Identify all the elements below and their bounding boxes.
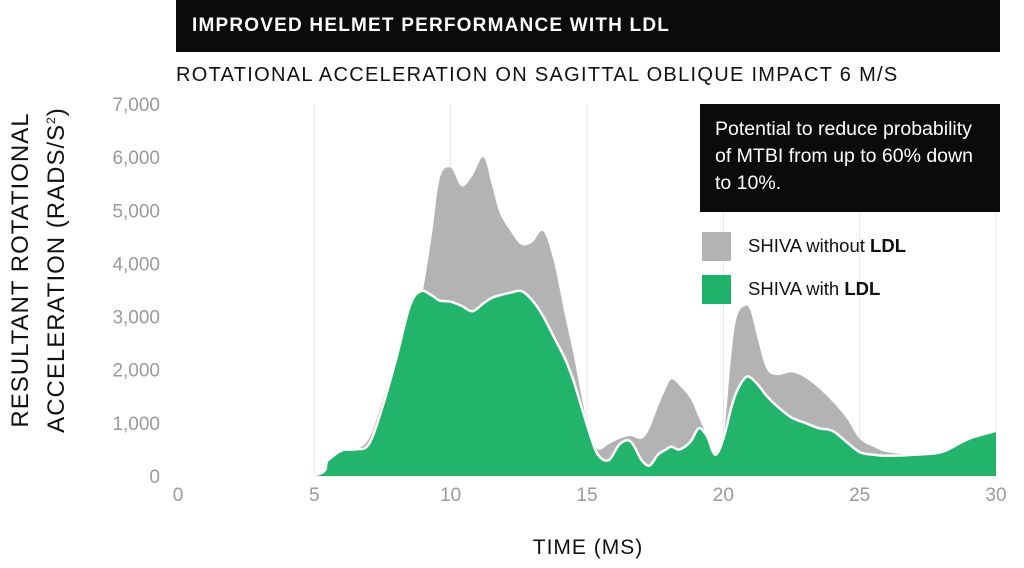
legend-swatch-without-ldl xyxy=(702,231,731,261)
x-tick-label: 30 xyxy=(985,485,1006,506)
legend: SHIVA without LDL SHIVA with LDL xyxy=(702,226,906,312)
legend-item-without-ldl: SHIVA without LDL xyxy=(702,226,906,266)
series-area-without-ldl xyxy=(178,157,996,476)
series-areas xyxy=(177,157,997,478)
x-tick-label: 15 xyxy=(576,485,597,506)
x-tick-label: 10 xyxy=(440,485,461,506)
chart-title: ROTATIONAL ACCELERATION ON SAGITTAL OBLI… xyxy=(176,64,899,86)
chart-banner: IMPROVED HELMET PERFORMANCE WITH LDL xyxy=(176,0,1000,52)
axis-ticks: 0 1,000 2,000 3,000 4,000 5,000 6,000 7,000 0 5 10… xyxy=(112,95,1006,506)
x-tick-label: 0 xyxy=(173,485,184,506)
y-tick-label: 5,000 xyxy=(112,201,160,222)
y-tick-label: 1,000 xyxy=(112,414,160,435)
legend-swatch-with-ldl xyxy=(702,274,731,304)
legend-label-bold: LDL xyxy=(870,235,906,256)
legend-label-prefix: SHIVA with xyxy=(748,278,845,299)
y-tick-label: 0 xyxy=(149,467,160,488)
x-tick-label: 25 xyxy=(849,485,870,506)
legend-label-without-ldl: SHIVA without LDL xyxy=(748,235,906,257)
series-line-with-ldl xyxy=(177,289,997,478)
callout-box: Potential to reduce probability of MTBI … xyxy=(700,104,1000,212)
y-tick-label: 6,000 xyxy=(112,148,160,169)
legend-label-bold: LDL xyxy=(844,278,881,299)
y-tick-label: 4,000 xyxy=(112,254,160,275)
legend-item-with-ldl: SHIVA with LDL xyxy=(702,269,906,309)
x-tick-label: 20 xyxy=(713,485,734,506)
y-tick-label: 7,000 xyxy=(112,95,160,116)
series-area-with-ldl xyxy=(178,290,996,476)
legend-label-with-ldl: SHIVA with LDL xyxy=(748,278,880,300)
x-tick-label: 5 xyxy=(309,485,320,506)
y-tick-label: 2,000 xyxy=(112,361,160,382)
legend-label-prefix: SHIVA without xyxy=(748,235,871,256)
x-axis-label: TIME (MS) xyxy=(532,536,644,559)
y-tick-label: 3,000 xyxy=(112,308,160,329)
